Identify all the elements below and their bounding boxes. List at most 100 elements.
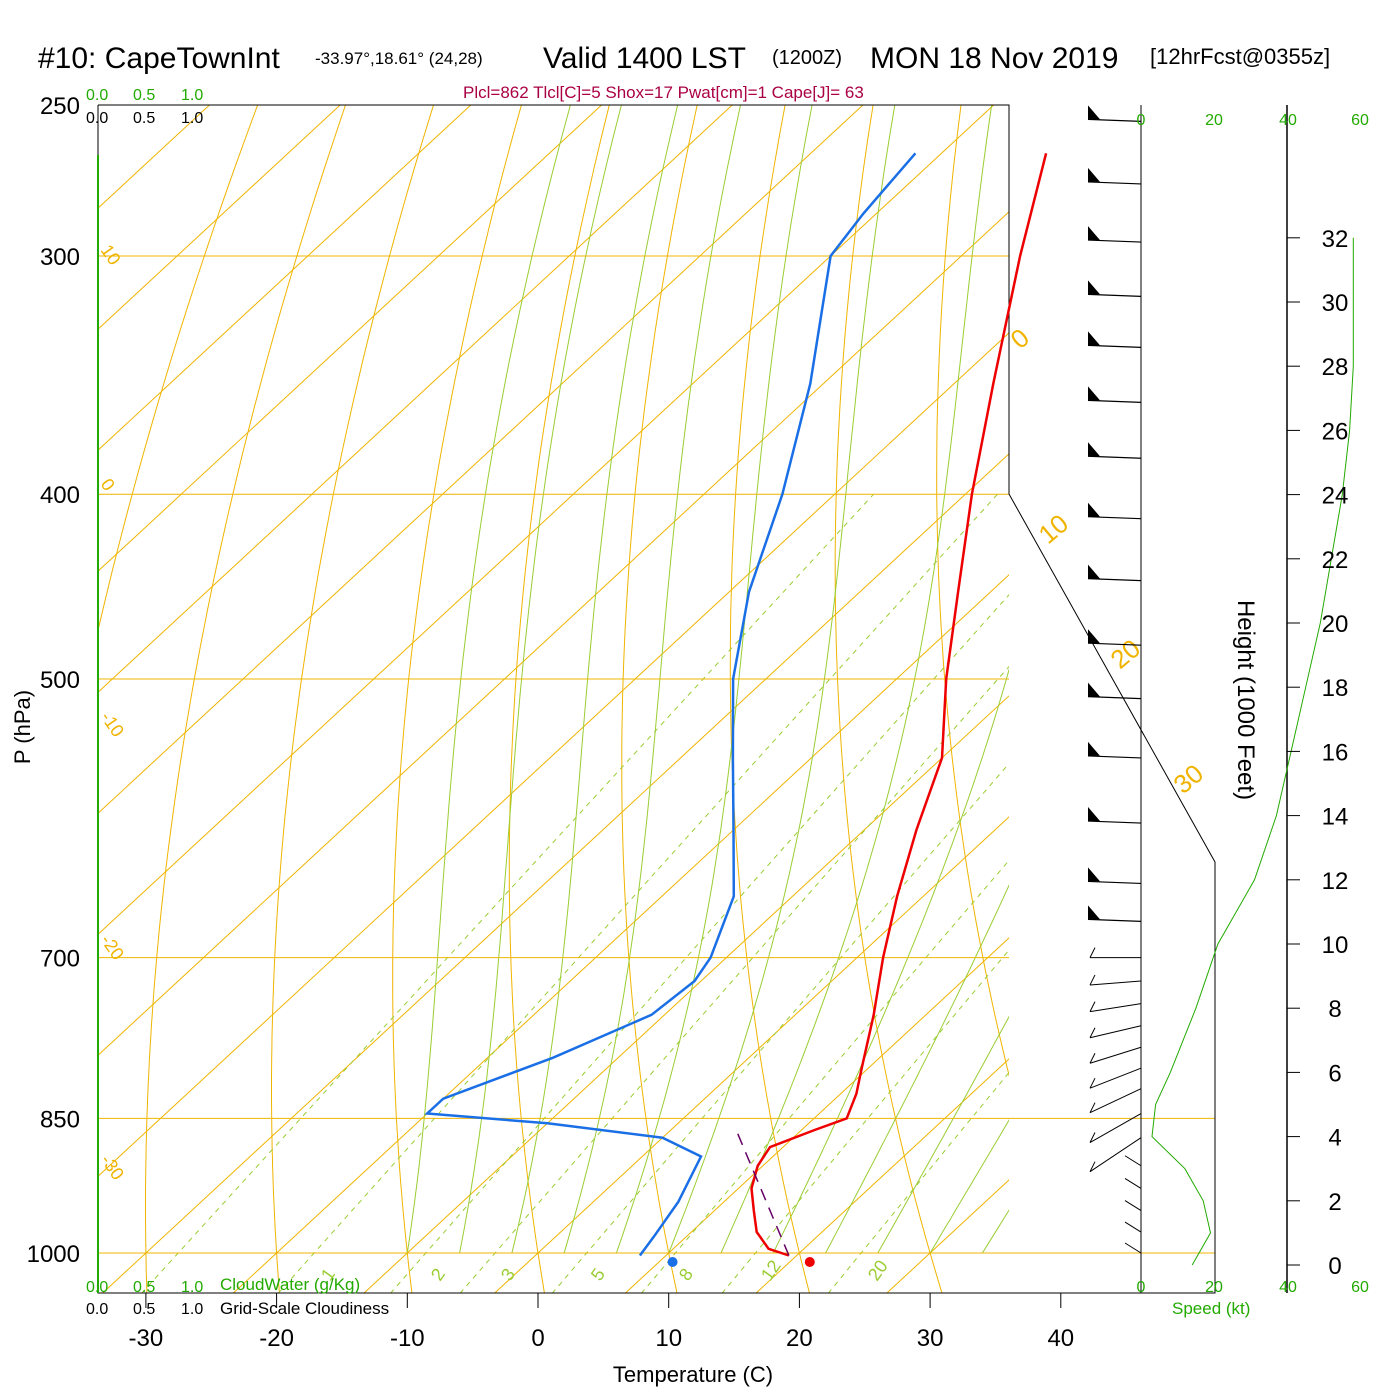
moist-adiabat-line xyxy=(615,105,813,1254)
wind-barb-feather xyxy=(1089,1077,1096,1089)
mixing-ratio-line xyxy=(640,859,1009,1293)
isotherm-line xyxy=(1148,71,1400,1293)
isotherm-line xyxy=(98,105,864,814)
cloud-scale-top-b2: 1.0 xyxy=(181,110,203,127)
wind-barb-pennant xyxy=(1088,105,1100,120)
speed-tick-bottom-60: 60 xyxy=(1351,1279,1369,1296)
isotherm-line xyxy=(98,211,1009,1056)
surface-dewpoint-marker xyxy=(667,1257,678,1267)
wind-barb-staff xyxy=(1124,1178,1142,1189)
isotherm-label-0: 0 xyxy=(97,475,119,495)
temperature-tick-40: 40 xyxy=(1047,1325,1074,1352)
mixing-ratio-line xyxy=(459,665,1009,1293)
dry-adiabat-line xyxy=(392,105,522,1293)
isotherm-line xyxy=(98,105,472,451)
wind-barb-staff xyxy=(1087,578,1142,582)
wind-barb-staff xyxy=(1124,1155,1142,1167)
moist-adiabat-line xyxy=(668,105,896,1254)
height-tick-28: 28 xyxy=(1322,354,1349,381)
forecast-label: [12hrFcst@0355z] xyxy=(1150,44,1330,69)
dry-adiabat-line xyxy=(508,105,610,1293)
height-tick-30: 30 xyxy=(1322,290,1349,317)
wind-barb-feather xyxy=(1089,1161,1096,1172)
wind-barb-feather xyxy=(1089,974,1096,986)
wind-barbs xyxy=(1087,105,1142,1254)
cloudwater-label: CloudWater (g/Kg) xyxy=(220,1275,360,1294)
moist-adiabat-line xyxy=(406,105,571,1254)
wind-barb-staff xyxy=(1087,344,1142,348)
dry-adiabat-line xyxy=(271,105,435,1293)
mixing-ratio-label-3: 3 xyxy=(497,1265,519,1285)
wind-barb-pennant xyxy=(1088,502,1100,517)
height-tick-26: 26 xyxy=(1322,418,1349,445)
cloud-scale-top-b1: 0.5 xyxy=(133,110,155,127)
mixing-ratio-label-20: 20 xyxy=(864,1256,892,1284)
cloud-scale-top-0: 0.0 xyxy=(86,87,108,104)
pressure-tick-850: 850 xyxy=(40,1106,80,1133)
temperature-tick--20: -20 xyxy=(259,1325,294,1352)
moist-adiabat-line xyxy=(563,105,741,1254)
wind-barb-staff xyxy=(1087,118,1142,122)
dry-adiabat-line xyxy=(145,105,347,1293)
wind-barb-pennant xyxy=(1088,867,1100,882)
wind-barb-staff xyxy=(1087,918,1142,922)
mixing-ratio-line xyxy=(141,493,874,1293)
height-tick-10: 10 xyxy=(1322,932,1349,959)
wind-barb-staff xyxy=(1087,696,1142,700)
dry-adiabat-label-10: 10 xyxy=(1033,508,1074,550)
speed-tick-top-0: 0 xyxy=(1137,112,1146,129)
height-tick-2: 2 xyxy=(1328,1189,1341,1216)
height-tick-14: 14 xyxy=(1322,804,1349,831)
dewpoint-line xyxy=(424,152,917,1257)
moist-adiabat-line xyxy=(459,105,622,1254)
wind-barb-staff xyxy=(1089,1046,1142,1064)
wind-barb-pennant xyxy=(1088,331,1100,346)
wind-barb-staff xyxy=(1124,1200,1142,1211)
isotherm-line xyxy=(624,937,1009,1293)
moist-adiabat-line xyxy=(929,1119,1009,1254)
temperature-tick-0: 0 xyxy=(531,1325,544,1352)
wind-barb-staff xyxy=(1087,293,1142,297)
wind-barb-pennant xyxy=(1088,564,1100,579)
temperature-tick--30: -30 xyxy=(129,1325,164,1352)
wind-barb-staff xyxy=(1087,642,1142,646)
cloud-scale-top-2: 1.0 xyxy=(181,87,203,104)
wind-barb-pennant xyxy=(1088,905,1100,920)
wind-barb-staff xyxy=(1089,1137,1142,1173)
valid-time: Valid 1400 LST xyxy=(543,42,746,75)
speed-scale: 0 20 40 60 0 20 40 60 xyxy=(1137,112,1369,1296)
isotherm-line xyxy=(98,105,341,330)
station-title: #10: CapeTownInt xyxy=(38,42,280,75)
wind-barb-pennant xyxy=(1088,226,1100,241)
wind-speed-line xyxy=(1151,237,1354,1266)
wind-barb-staff xyxy=(1087,455,1142,459)
height-tick-20: 20 xyxy=(1322,611,1349,638)
mixing-ratio-label-8: 8 xyxy=(675,1265,697,1285)
temperature-tick--10: -10 xyxy=(390,1325,425,1352)
wind-barb-feather xyxy=(1089,1027,1096,1038)
moist-adiabat-line xyxy=(772,668,1009,1254)
dry-adiabat-line xyxy=(621,105,698,1293)
wind-barb-staff xyxy=(1089,1025,1142,1039)
wind-barb-feather xyxy=(1089,1053,1096,1064)
isotherm-line xyxy=(494,816,1009,1293)
cloudiness-scale-2: 1.0 xyxy=(181,1301,203,1318)
speed-tick-bottom-0: 0 xyxy=(1137,1279,1146,1296)
dry-adiabat-line xyxy=(936,105,1009,1077)
wind-barb-pennant xyxy=(1088,167,1100,182)
dry-adiabat-label-20: 20 xyxy=(1105,633,1146,675)
wind-barb-staff xyxy=(1089,1067,1142,1089)
wind-barb-pennant xyxy=(1088,629,1100,644)
valid-date: MON 18 Nov 2019 xyxy=(870,42,1118,75)
mixing-ratio-line xyxy=(827,1071,1009,1293)
isotherm-label--30: -30 xyxy=(97,1151,128,1184)
moist-adiabat-line xyxy=(511,105,679,1254)
wind-barb-staff xyxy=(1087,755,1142,759)
cloud-scale-top: 0.0 0.5 1.0 0.0 0.5 1.0 xyxy=(86,87,203,127)
isotherm-line xyxy=(232,574,1009,1293)
wind-barb-feather xyxy=(1089,1132,1096,1143)
temperature-tick-10: 10 xyxy=(655,1325,682,1352)
speed-tick-top-60: 60 xyxy=(1351,112,1369,129)
wind-barb-staff xyxy=(1124,1242,1142,1254)
